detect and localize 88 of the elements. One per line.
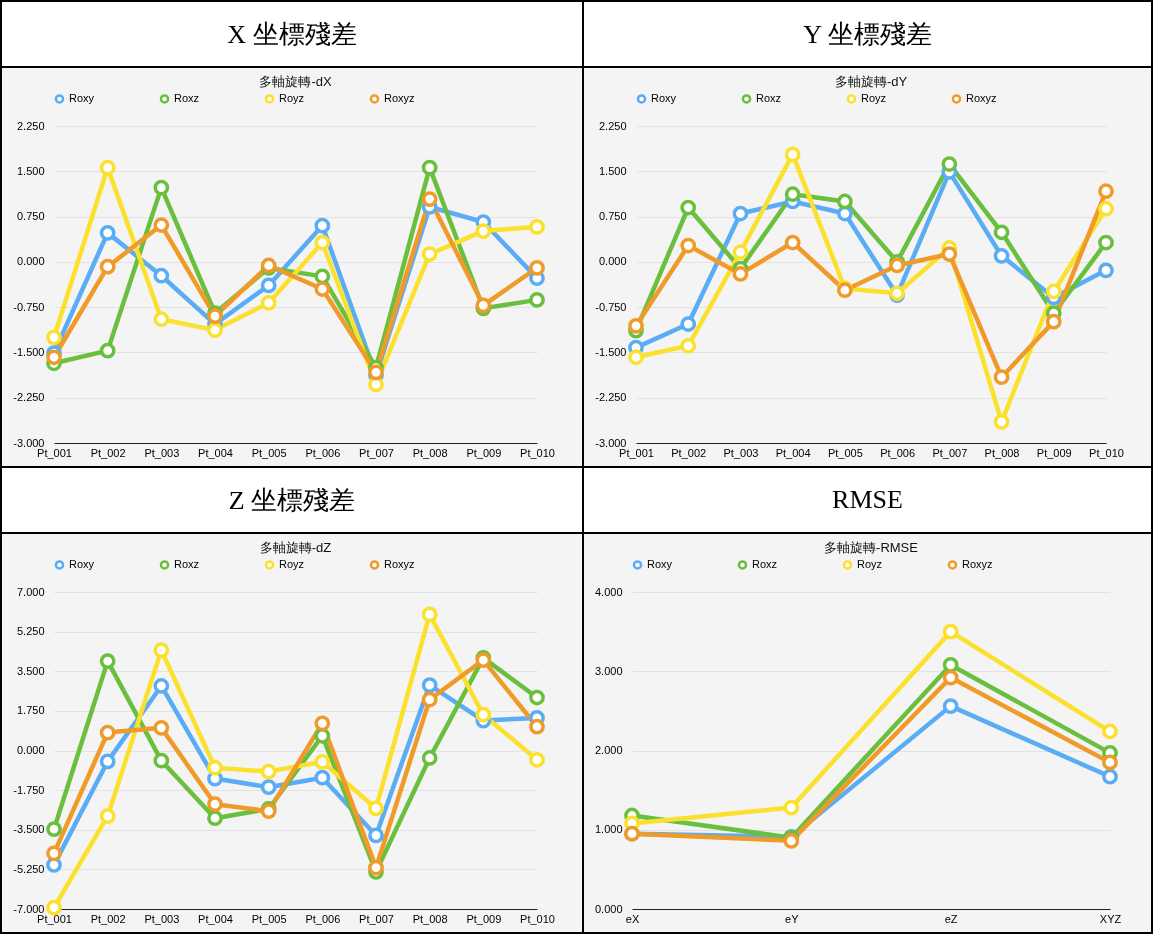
y-tick-label: -7.000 bbox=[13, 902, 45, 915]
x-tick-label: Pt_002 bbox=[90, 446, 126, 459]
y-tick-label: 3.500 bbox=[16, 664, 45, 677]
x-tick-label: Pt_006 bbox=[305, 446, 341, 459]
legend-label: Roxy bbox=[69, 91, 95, 104]
y-tick-label: 2.250 bbox=[16, 119, 45, 132]
legend-label: Royz bbox=[861, 91, 887, 104]
y-tick-label: -5.250 bbox=[13, 862, 45, 875]
y-tick-label: 4.000 bbox=[594, 585, 623, 598]
x-tick-label: Pt_010 bbox=[520, 912, 555, 925]
x-tick-label: Pt_007 bbox=[359, 446, 394, 459]
legend-label: Roxz bbox=[174, 557, 200, 570]
x-tick-label: Pt_007 bbox=[359, 912, 394, 925]
x-tick-label: XYZ bbox=[1099, 912, 1122, 925]
legend-label: Roxy bbox=[69, 557, 95, 570]
chart-subtitle: 多軸旋轉-dX bbox=[259, 74, 332, 89]
y-tick-label: -0.750 bbox=[13, 300, 45, 313]
x-tick-label: Pt_008 bbox=[412, 912, 448, 925]
x-tick-label: Pt_007 bbox=[932, 446, 968, 459]
x-tick-label: Pt_001 bbox=[37, 446, 72, 459]
y-tick-label: 1.750 bbox=[16, 704, 45, 717]
x-tick-label: Pt_003 bbox=[723, 446, 759, 459]
y-tick-label: 2.000 bbox=[594, 744, 623, 756]
x-tick-label: Pt_003 bbox=[144, 446, 180, 459]
x-tick-label: Pt_009 bbox=[466, 446, 502, 459]
x-tick-label: Pt_001 bbox=[619, 446, 654, 459]
x-tick-label: Pt_002 bbox=[90, 912, 126, 925]
x-tick-label: Pt_008 bbox=[412, 446, 448, 459]
y-tick-label: 0.750 bbox=[598, 210, 627, 223]
y-tick-label: -1.750 bbox=[13, 783, 45, 796]
legend-label: Roxz bbox=[752, 557, 778, 570]
chart-title: X 坐標殘差 bbox=[2, 2, 582, 68]
y-tick-label: -2.250 bbox=[13, 391, 45, 404]
y-tick-label: 0.000 bbox=[16, 744, 45, 756]
x-tick-label: Pt_009 bbox=[1036, 446, 1072, 459]
y-tick-label: 1.500 bbox=[598, 164, 627, 177]
x-tick-label: Pt_001 bbox=[37, 912, 72, 925]
x-tick-label: Pt_006 bbox=[880, 446, 916, 459]
y-tick-label: 3.000 bbox=[594, 664, 623, 677]
legend-label: Roxyz bbox=[962, 557, 993, 570]
y-tick-label: 5.250 bbox=[16, 625, 45, 638]
legend-label: Roxz bbox=[174, 91, 200, 104]
y-tick-label: 0.000 bbox=[594, 902, 623, 915]
y-tick-label: -3.000 bbox=[13, 436, 45, 449]
x-tick-label: Pt_010 bbox=[1089, 446, 1124, 459]
legend-label: Royz bbox=[279, 91, 305, 104]
y-tick-label: -2.250 bbox=[595, 391, 627, 404]
chart-subtitle: 多軸旋轉-dY bbox=[834, 74, 908, 89]
x-tick-label: Pt_006 bbox=[305, 912, 341, 925]
x-tick-label: Pt_005 bbox=[251, 446, 287, 459]
x-tick-label: Pt_003 bbox=[144, 912, 180, 925]
y-tick-label: -1.500 bbox=[595, 345, 627, 358]
x-tick-label: Pt_004 bbox=[198, 446, 233, 459]
legend-label: Roxy bbox=[647, 557, 673, 570]
legend-label: Roxyz bbox=[966, 91, 997, 104]
chart-subtitle: 多軸旋轉-RMSE bbox=[824, 540, 919, 555]
x-tick-label: Pt_002 bbox=[671, 446, 707, 459]
x-tick-label: Pt_004 bbox=[775, 446, 811, 459]
y-tick-label: -0.750 bbox=[595, 300, 627, 313]
chart-title: RMSE bbox=[584, 468, 1151, 534]
legend-label: Royz bbox=[857, 557, 883, 570]
y-tick-label: 0.750 bbox=[16, 210, 45, 223]
x-tick-label: Pt_009 bbox=[466, 912, 502, 925]
chart-title: Y 坐標殘差 bbox=[584, 2, 1151, 68]
y-tick-label: -3.500 bbox=[13, 823, 45, 836]
chart-title: Z 坐標殘差 bbox=[2, 468, 582, 534]
x-tick-label: Pt_010 bbox=[520, 446, 555, 459]
y-tick-label: 7.000 bbox=[16, 585, 45, 598]
y-tick-label: 0.000 bbox=[16, 255, 45, 268]
x-tick-label: eX bbox=[625, 912, 640, 925]
y-tick-label: -3.000 bbox=[595, 436, 627, 449]
x-tick-label: Pt_004 bbox=[198, 912, 233, 925]
legend-label: Roxyz bbox=[384, 91, 415, 104]
x-tick-label: Pt_005 bbox=[827, 446, 863, 459]
legend-label: Roxyz bbox=[384, 557, 415, 570]
y-tick-label: 1.500 bbox=[16, 164, 45, 177]
x-tick-label: eZ bbox=[944, 912, 958, 925]
legend-label: Roxz bbox=[756, 91, 782, 104]
legend-label: Royz bbox=[279, 557, 305, 570]
legend-label: Roxy bbox=[651, 91, 677, 104]
chart-subtitle: 多軸旋轉-dZ bbox=[259, 540, 332, 555]
x-tick-label: eY bbox=[785, 912, 800, 925]
y-tick-label: -1.500 bbox=[13, 345, 45, 358]
y-tick-label: 1.000 bbox=[594, 823, 623, 836]
x-tick-label: Pt_008 bbox=[984, 446, 1020, 459]
y-tick-label: 2.250 bbox=[598, 119, 627, 132]
y-tick-label: 0.000 bbox=[598, 255, 627, 268]
x-tick-label: Pt_005 bbox=[251, 912, 287, 925]
